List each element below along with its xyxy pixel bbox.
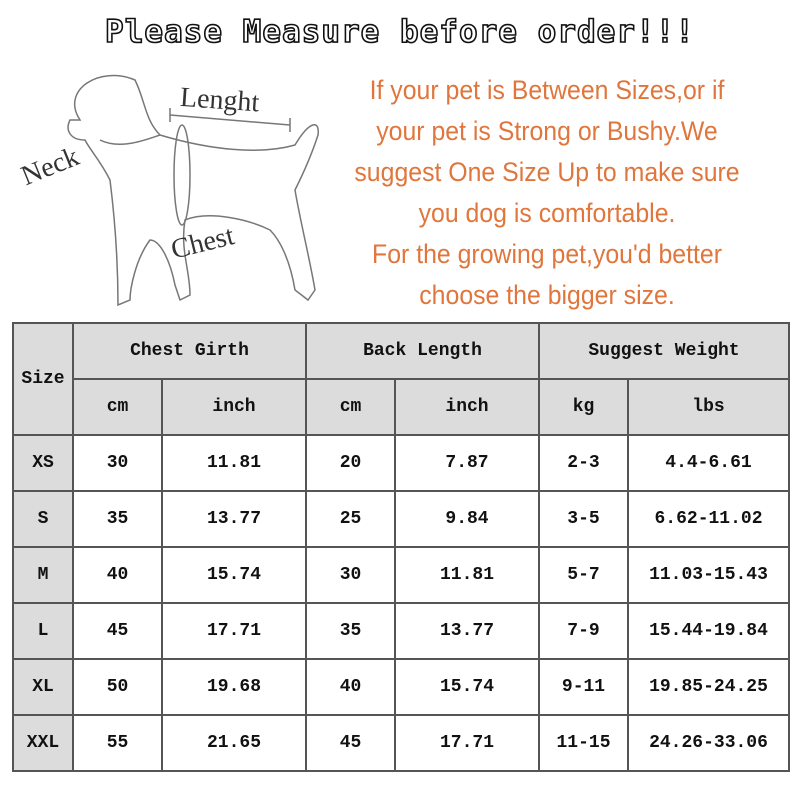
value-cell: 11.81	[394, 546, 540, 604]
value-cell: 9-11	[538, 658, 629, 716]
value-cell: 19.85-24.25	[627, 658, 790, 716]
value-cell: 5-7	[538, 546, 629, 604]
table-row: XXL 55 21.65 45 17.71 11-15 24.26-33.06	[12, 714, 790, 772]
unit-header: kg	[538, 378, 629, 436]
value-cell: 17.71	[394, 714, 540, 772]
value-cell: 40	[305, 658, 396, 716]
unit-header: cm	[305, 378, 396, 436]
note-line: your pet is Strong or Bushy.We	[376, 116, 718, 146]
size-cell: XS	[12, 434, 74, 492]
size-cell: M	[12, 546, 74, 604]
value-cell: 35	[305, 602, 396, 660]
unit-header: inch	[394, 378, 540, 436]
neck-label: Neck	[17, 141, 83, 192]
value-cell: 15.44-19.84	[627, 602, 790, 660]
value-cell: 40	[72, 546, 163, 604]
value-cell: 30	[305, 546, 396, 604]
value-cell: 11.03-15.43	[627, 546, 790, 604]
value-cell: 20	[305, 434, 396, 492]
value-cell: 45	[72, 602, 163, 660]
value-cell: 6.62-11.02	[627, 490, 790, 548]
back-length-header: Back Length	[305, 322, 540, 380]
table-row: L 45 17.71 35 13.77 7-9 15.44-19.84	[12, 602, 790, 660]
note-line: If your pet is Between Sizes,or if	[369, 75, 725, 105]
value-cell: 7.87	[394, 434, 540, 492]
table-row: M 40 15.74 30 11.81 5-7 11.03-15.43	[12, 546, 790, 604]
value-cell: 2-3	[538, 434, 629, 492]
size-cell: XL	[12, 658, 74, 716]
unit-header: inch	[161, 378, 307, 436]
value-cell: 45	[305, 714, 396, 772]
table-row: S 35 13.77 25 9.84 3-5 6.62-11.02	[12, 490, 790, 548]
value-cell: 50	[72, 658, 163, 716]
value-cell: 3-5	[538, 490, 629, 548]
value-cell: 4.4-6.61	[627, 434, 790, 492]
value-cell: 35	[72, 490, 163, 548]
size-cell: L	[12, 602, 74, 660]
unit-header: cm	[72, 378, 163, 436]
dog-outline-icon	[67, 74, 319, 307]
page-title: Please Measure before order!!!	[104, 13, 695, 51]
value-cell: 21.65	[161, 714, 307, 772]
table-row: XS 30 11.81 20 7.87 2-3 4.4-6.61	[12, 434, 790, 492]
unit-header: lbs	[627, 378, 790, 436]
value-cell: 13.77	[394, 602, 540, 660]
value-cell: 11-15	[538, 714, 629, 772]
table-row: XL 50 19.68 40 15.74 9-11 19.85-24.25	[12, 658, 790, 716]
value-cell: 24.26-33.06	[627, 714, 790, 772]
note-line: suggest One Size Up to make sure	[354, 157, 740, 187]
value-cell: 30	[72, 434, 163, 492]
value-cell: 25	[305, 490, 396, 548]
note-line: you dog is comfortable.	[418, 198, 676, 228]
length-label: Lenght	[179, 82, 260, 118]
value-cell: 55	[72, 714, 163, 772]
value-cell: 13.77	[161, 490, 307, 548]
value-cell: 9.84	[394, 490, 540, 548]
dog-measurement-diagram: Neck Lenght Chest	[17, 74, 319, 307]
suggest-weight-header: Suggest Weight	[538, 322, 790, 380]
value-cell: 7-9	[538, 602, 629, 660]
note-line: For the growing pet,you'd better	[372, 239, 722, 269]
value-cell: 17.71	[161, 602, 307, 660]
value-cell: 19.68	[161, 658, 307, 716]
chest-label: Chest	[168, 220, 238, 266]
size-header: Size	[12, 322, 74, 436]
note-line: choose the bigger size.	[419, 280, 675, 310]
value-cell: 15.74	[161, 546, 307, 604]
size-cell: XXL	[12, 714, 74, 772]
size-chart-table: Size Chest Girth Back Length Suggest Wei…	[12, 322, 790, 772]
value-cell: 11.81	[161, 434, 307, 492]
value-cell: 15.74	[394, 658, 540, 716]
size-cell: S	[12, 490, 74, 548]
chest-girth-header: Chest Girth	[72, 322, 307, 380]
sizing-advice: If your pet is Between Sizes,or if your …	[340, 70, 754, 316]
